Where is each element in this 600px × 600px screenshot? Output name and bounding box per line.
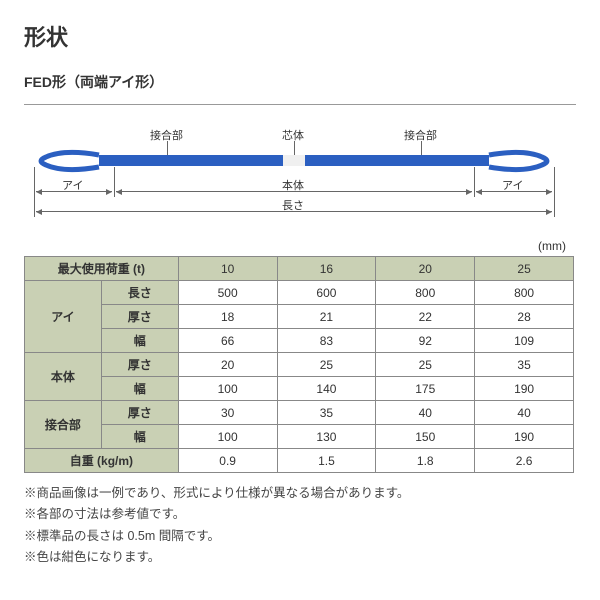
table-row: 自重 (kg/m) 0.9 1.5 1.8 2.6 [25, 449, 574, 473]
table-row: 幅 100 130 150 190 [25, 425, 574, 449]
data-cell: 1.5 [277, 449, 376, 473]
label-eye-left: アイ [62, 177, 83, 193]
row-label: 幅 [101, 425, 178, 449]
data-cell: 800 [475, 281, 574, 305]
row-label: 厚さ [101, 401, 178, 425]
sling-diagram: 接合部 芯体 接合部 アイ 本体 アイ 長さ [24, 119, 564, 229]
eye-right-shape [484, 149, 554, 173]
data-cell: 30 [178, 401, 277, 425]
group-eye: アイ [25, 281, 102, 353]
eye-left-shape [34, 149, 104, 173]
data-cell: 500 [178, 281, 277, 305]
notes-block: ※商品画像は一例であり、形式により仕様が異なる場合があります。 ※各部の寸法は参… [24, 483, 576, 568]
data-cell: 600 [277, 281, 376, 305]
data-cell: 22 [376, 305, 475, 329]
load-col: 20 [376, 257, 475, 281]
core-shape [282, 155, 306, 166]
data-cell: 130 [277, 425, 376, 449]
label-body: 本体 [282, 177, 304, 193]
row-self-weight: 自重 (kg/m) [25, 449, 179, 473]
note-line: ※標準品の長さは 0.5m 間隔です。 [24, 526, 576, 547]
tick [554, 167, 555, 217]
row-label: 幅 [101, 329, 178, 353]
data-cell: 140 [277, 377, 376, 401]
data-cell: 25 [376, 353, 475, 377]
tick [474, 167, 475, 197]
data-cell: 20 [178, 353, 277, 377]
load-col: 16 [277, 257, 376, 281]
data-cell: 21 [277, 305, 376, 329]
header-max-load: 最大使用荷重 (t) [25, 257, 179, 281]
data-cell: 109 [475, 329, 574, 353]
page-title: 形状 [24, 20, 576, 52]
note-line: ※各部の寸法は参考値です。 [24, 504, 576, 525]
load-col: 25 [475, 257, 574, 281]
data-cell: 35 [277, 401, 376, 425]
unit-label: (mm) [24, 239, 576, 253]
data-cell: 800 [376, 281, 475, 305]
table-row: 最大使用荷重 (t) 10 16 20 25 [25, 257, 574, 281]
data-cell: 18 [178, 305, 277, 329]
note-line: ※商品画像は一例であり、形式により仕様が異なる場合があります。 [24, 483, 576, 504]
label-eye-right: アイ [502, 177, 523, 193]
label-core: 芯体 [282, 127, 304, 143]
row-label: 厚さ [101, 305, 178, 329]
row-label: 幅 [101, 377, 178, 401]
data-cell: 1.8 [376, 449, 475, 473]
table-row: 本体 厚さ 20 25 25 35 [25, 353, 574, 377]
tick [34, 167, 35, 217]
label-length: 長さ [282, 197, 304, 213]
data-cell: 100 [178, 377, 277, 401]
data-cell: 40 [376, 401, 475, 425]
table-row: 幅 100 140 175 190 [25, 377, 574, 401]
data-cell: 150 [376, 425, 475, 449]
data-cell: 35 [475, 353, 574, 377]
data-cell: 66 [178, 329, 277, 353]
tick [114, 167, 115, 197]
row-label: 厚さ [101, 353, 178, 377]
data-cell: 28 [475, 305, 574, 329]
data-cell: 83 [277, 329, 376, 353]
lead-joint-right [421, 141, 422, 155]
data-cell: 190 [475, 425, 574, 449]
note-line: ※色は紺色になります。 [24, 547, 576, 568]
data-cell: 92 [376, 329, 475, 353]
section-subtitle: FED形（両端アイ形） [24, 72, 576, 92]
lead-core [294, 141, 295, 155]
lead-joint-left [167, 141, 168, 155]
data-cell: 25 [277, 353, 376, 377]
row-label: 長さ [101, 281, 178, 305]
table-row: アイ 長さ 500 600 800 800 [25, 281, 574, 305]
data-cell: 0.9 [178, 449, 277, 473]
table-row: 幅 66 83 92 109 [25, 329, 574, 353]
group-body: 本体 [25, 353, 102, 401]
data-cell: 190 [475, 377, 574, 401]
data-cell: 2.6 [475, 449, 574, 473]
data-cell: 175 [376, 377, 475, 401]
group-joint: 接合部 [25, 401, 102, 449]
load-col: 10 [178, 257, 277, 281]
spec-table: 最大使用荷重 (t) 10 16 20 25 アイ 長さ 500 600 800… [24, 256, 574, 473]
table-row: 厚さ 18 21 22 28 [25, 305, 574, 329]
data-cell: 100 [178, 425, 277, 449]
table-row: 接合部 厚さ 30 35 40 40 [25, 401, 574, 425]
data-cell: 40 [475, 401, 574, 425]
